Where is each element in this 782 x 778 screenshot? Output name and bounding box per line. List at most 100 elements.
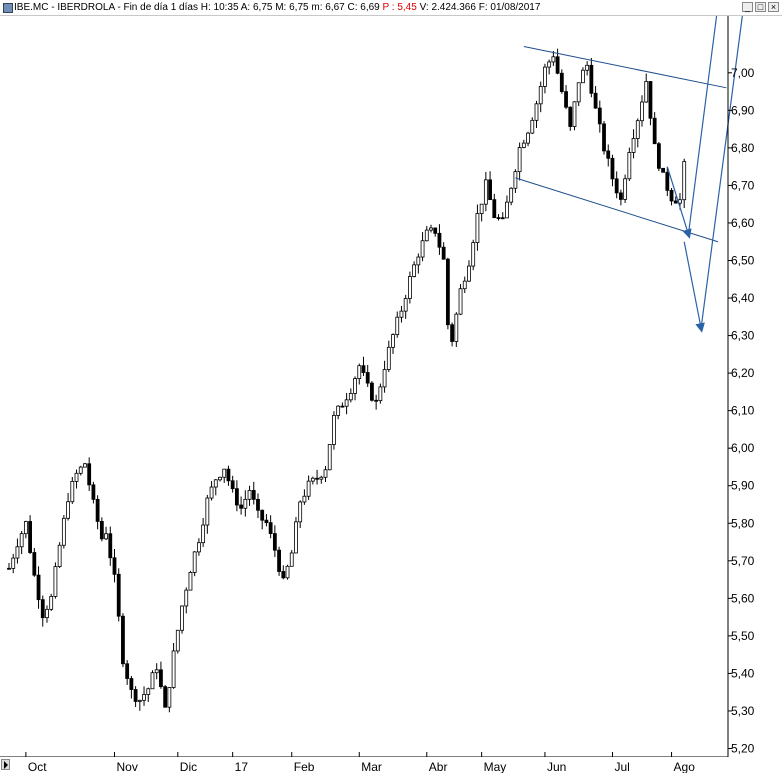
candle-body [433,227,438,234]
candle-body [175,629,180,652]
y-tick-label: 5,90 [731,479,755,493]
candle-body [361,365,366,373]
candle-body [576,82,581,103]
candle-body [19,533,24,548]
candle-body [534,103,539,121]
candle-body [386,346,391,370]
y-tick-label: 6,80 [731,141,755,155]
candle-body [167,687,172,708]
window-icon [3,3,13,13]
scroll-right-icon[interactable] [1,759,10,770]
candle-body [631,138,636,153]
candle-body [640,101,644,122]
candle-body [488,179,492,201]
candle-body [192,551,197,573]
y-tick-label: 7,00 [731,66,755,80]
candle-body [412,264,417,277]
candle-body [327,444,332,471]
projection-arrow [683,241,705,333]
candle-body [450,324,455,342]
y-tick-label: 5,30 [731,704,755,718]
projection-arrow [687,16,718,235]
candle-body [509,187,514,203]
candle-body [551,56,556,63]
candle-body [526,132,530,144]
candle-body [547,61,552,68]
candle-body [513,171,518,189]
candle-body [483,179,488,205]
candle-body [264,519,269,524]
candle-body [530,119,535,134]
candle-body [437,232,442,248]
x-tick-label: Ago [674,760,696,773]
candle-body [310,477,315,482]
x-tick-label: Nov [117,760,138,773]
candle-body [66,501,70,519]
minimize-button[interactable]: _ [742,2,753,12]
candle-body [133,689,138,702]
candle-body [196,542,201,553]
candle-body [230,480,235,490]
candle-body [559,72,564,93]
candles-layer [7,48,687,713]
candle-body [644,81,649,103]
maximize-button[interactable]: □ [755,2,766,12]
candle-body [154,669,159,674]
candle-body [23,521,28,535]
x-tick-label: May [484,760,507,773]
candle-body [619,192,623,200]
y-tick-label: 6,70 [731,178,755,192]
candle-body [395,316,400,336]
candle-body [150,672,155,690]
candle-body [11,557,16,569]
candle-body [370,382,374,401]
candle-body [572,101,577,127]
candle-body [36,574,41,601]
candle-body [374,399,379,402]
projection-arrow [666,166,692,239]
candle-body [83,463,87,468]
candle-body [606,150,611,159]
y-tick-label: 6,10 [731,404,755,418]
candle-body [15,546,20,559]
candle-body [555,56,560,74]
y-tick-label: 5,20 [731,741,755,755]
candle-body [467,265,471,282]
y-tick-label: 6,90 [731,103,755,117]
y-tick-label: 6,30 [731,329,755,343]
candle-body [260,509,265,521]
candle-body [407,276,412,299]
candle-body [247,490,252,500]
x-tick-label: Jul [614,760,629,773]
candle-body [602,123,606,152]
candle-body [445,258,450,326]
candle-body [505,201,509,219]
candle-body [239,504,244,509]
candle-body [471,242,476,267]
candle-body [70,480,75,503]
candle-body [251,490,256,500]
candle-body [610,157,615,180]
candle-body [226,468,231,482]
candle-body [125,663,130,679]
candle-body [365,372,370,384]
candle-body [188,571,193,591]
y-tick-label: 6,20 [731,366,755,380]
candle-body [256,498,260,511]
candle-body [289,552,294,567]
candle-body [344,399,349,407]
y-axis: 7,00 6,90 6,80 6,70 6,60 6,50 6,40 6,30 6,20 6,10… [727,16,755,757]
candle-body [268,522,273,534]
window-titlebar: IBE.MC - IBERDROLA - Fin de día 1 días H… [0,0,782,16]
close-button[interactable]: × [768,2,779,12]
title-p-value: P : 5,45 [382,2,417,13]
y-tick-label: 5,40 [731,666,755,680]
candle-body [332,415,336,445]
candle-body [281,571,286,579]
candle-body [479,203,484,214]
candle-body [319,476,324,480]
title-main: IBE.MC - IBERDROLA - Fin de día 1 días H… [14,2,383,13]
candle-body [201,524,206,544]
candle-body [171,650,176,688]
candle-body [87,463,92,486]
